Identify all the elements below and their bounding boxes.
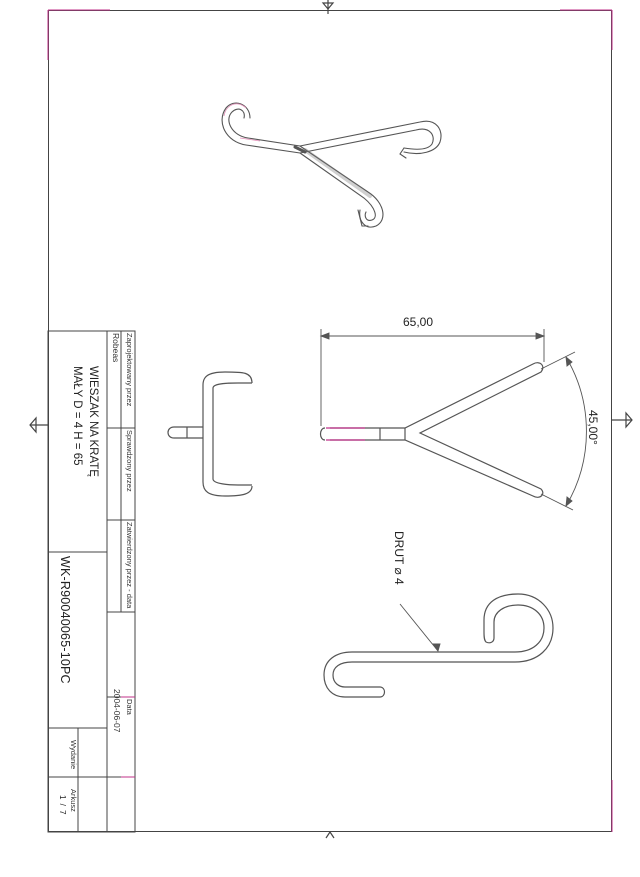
date-value: 2004-06-07 <box>112 689 122 733</box>
isometric-highlight <box>223 103 261 142</box>
red-frame-corners <box>47 9 613 832</box>
edition-label: Wydanie <box>69 740 78 770</box>
isometric-view <box>221 102 442 228</box>
v-front-view <box>319 362 544 498</box>
hook-view <box>323 593 554 698</box>
designed-by-value: Robeas <box>111 333 121 363</box>
sheet-value: 1 / 7 <box>58 795 67 816</box>
date-label: Data <box>125 699 134 715</box>
approved-by-label: Zatwierdzony przez - data <box>125 522 134 609</box>
title-block-red-ticks <box>121 696 135 778</box>
drawing-title-line-2: MAŁY D = 4 H = 65 <box>71 366 83 466</box>
designed-by-label: Zaprojektowany przez <box>125 333 134 407</box>
v-red-segment <box>326 427 365 441</box>
angle-dimension <box>540 351 587 511</box>
wire-diameter-label: DRUT ⌀ 4 <box>392 531 406 585</box>
angle-dimension-label: 45,00° <box>586 410 600 445</box>
title-block-grid <box>47 330 136 833</box>
checked-by-label: Sprawdzony przez <box>125 430 134 492</box>
width-dimension <box>319 329 546 426</box>
width-dimension-label: 65,00 <box>403 315 434 329</box>
wire-leader <box>399 603 441 653</box>
sheet-label: Arkusz <box>69 789 78 812</box>
side-c-view <box>167 371 253 497</box>
part-number: WK-R90040065-10PC <box>58 556 72 684</box>
frame-center-marks <box>29 0 633 839</box>
drawing-title-line-1: WIESZAK NA KRATĘ <box>87 366 99 477</box>
